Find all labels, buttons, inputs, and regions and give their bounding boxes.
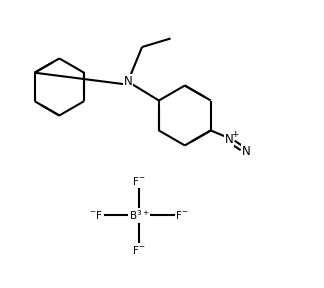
- Text: +: +: [232, 130, 239, 139]
- Text: N: N: [123, 75, 132, 88]
- Text: $\mathregular{F^{-}}$: $\mathregular{F^{-}}$: [133, 244, 146, 255]
- Text: N: N: [225, 133, 233, 146]
- Text: $\mathregular{B^{3+}}$: $\mathregular{B^{3+}}$: [129, 209, 149, 222]
- Text: $\mathregular{^{-}F}$: $\mathregular{^{-}F}$: [89, 209, 103, 221]
- Text: $\mathregular{F^{-}}$: $\mathregular{F^{-}}$: [175, 209, 189, 221]
- Text: $\mathregular{F^{-}}$: $\mathregular{F^{-}}$: [133, 175, 146, 187]
- Text: N: N: [242, 145, 250, 158]
